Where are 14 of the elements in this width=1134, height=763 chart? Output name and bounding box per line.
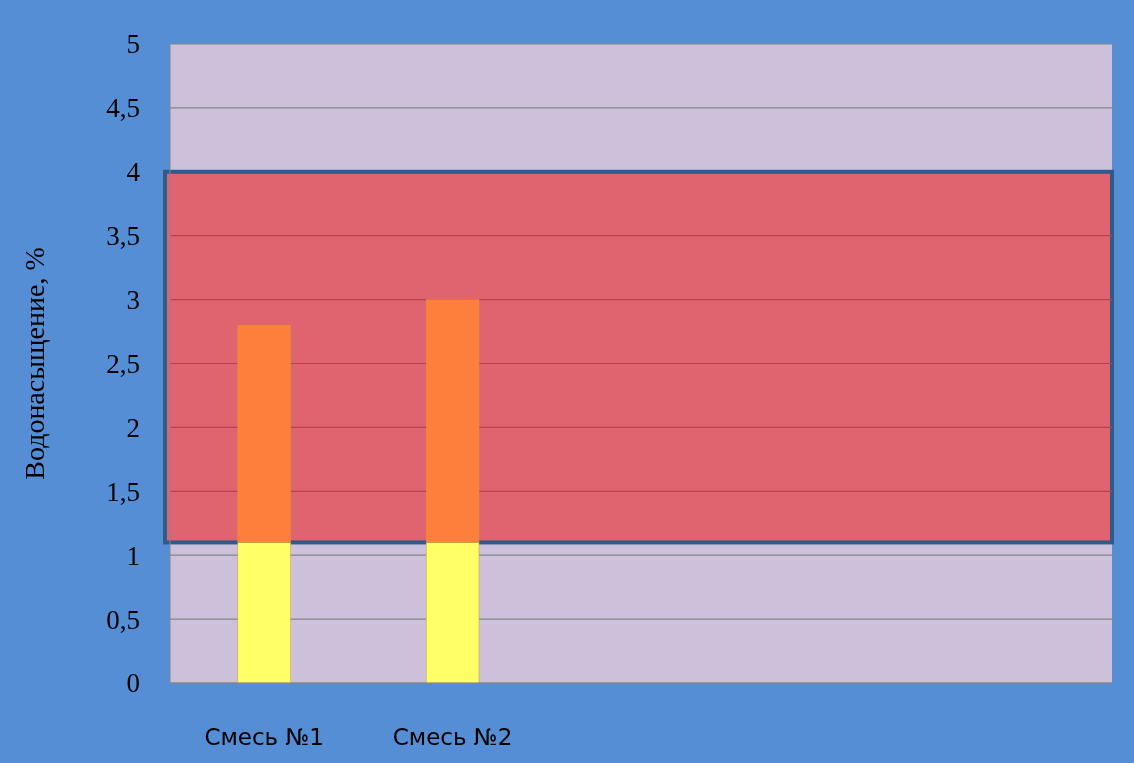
- y-tick-label: 1,5: [106, 476, 140, 507]
- y-tick-label: 2,5: [106, 348, 140, 379]
- y-axis-title: Водонасыщение, %: [19, 247, 50, 480]
- y-tick-label: 3: [126, 285, 140, 316]
- y-tick-label: 4: [126, 157, 141, 188]
- y-tick-label: 3,5: [106, 221, 140, 252]
- y-tick-label: 5: [126, 29, 140, 60]
- y-tick-label: 2: [126, 412, 140, 443]
- y-tick-label: 0,5: [106, 604, 140, 635]
- x-tick-label: Смесь №1: [204, 724, 325, 750]
- x-tick-label: Смесь №2: [392, 724, 513, 750]
- y-tick-label: 1: [126, 540, 140, 571]
- y-tick-label: 4,5: [106, 93, 140, 124]
- y-tick-label: 0: [126, 668, 140, 699]
